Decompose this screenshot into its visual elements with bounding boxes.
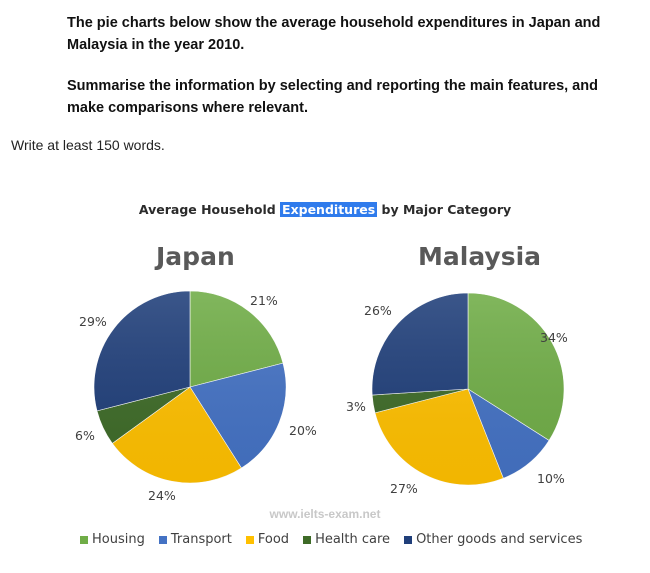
label-malaysia-other: 26% (364, 303, 392, 318)
pie-shading (94, 291, 286, 483)
swatch-icon (245, 535, 254, 544)
pie-title-japan: Japan (156, 242, 235, 271)
chart-title-part: Average Household (138, 202, 281, 217)
label-japan-housing: 21% (250, 293, 278, 308)
chart-legend: Housing Transport Food Health care Other… (80, 532, 582, 547)
swatch-icon (404, 535, 413, 544)
label-japan-transport: 20% (289, 423, 317, 438)
pie-shading (372, 293, 564, 485)
legend-label: Food (257, 532, 290, 547)
legend-label: Transport (170, 532, 232, 547)
legend-item-food: Food (245, 532, 290, 547)
label-malaysia-transport: 10% (537, 471, 565, 486)
legend-item-transport: Transport (158, 532, 232, 547)
legend-item-other: Other goods and services (404, 532, 582, 547)
pie-malaysia (371, 292, 565, 486)
chart-title-part: by Major Category (377, 202, 512, 217)
pie-title-malaysia: Malaysia (418, 242, 542, 271)
task-description: The pie charts below show the average ho… (67, 15, 601, 53)
legend-label: Housing (92, 532, 145, 547)
label-japan-healthcare: 6% (75, 428, 95, 443)
watermark: www.ielts-exam.net (269, 507, 381, 521)
chart-title: Average Household Expenditures by Major … (0, 202, 650, 217)
legend-label: Health care (315, 532, 391, 547)
word-count-instruction: Write at least 150 words. (11, 137, 165, 153)
legend-label: Other goods and services (416, 532, 583, 547)
highlighted-text[interactable]: Expenditures (280, 202, 378, 217)
label-malaysia-food: 27% (390, 481, 418, 496)
legend-item-health-care: Health care (303, 532, 390, 547)
label-japan-other: 29% (79, 314, 107, 329)
swatch-icon (80, 535, 88, 544)
label-malaysia-healthcare: 3% (346, 399, 366, 414)
legend-item-housing: Housing (80, 532, 145, 547)
label-malaysia-housing: 34% (540, 330, 568, 345)
label-japan-food: 24% (148, 488, 176, 503)
task-instructions: Summarise the information by selecting a… (67, 78, 598, 116)
swatch-icon (303, 535, 312, 544)
pie-japan (93, 290, 287, 484)
swatch-icon (158, 535, 167, 544)
